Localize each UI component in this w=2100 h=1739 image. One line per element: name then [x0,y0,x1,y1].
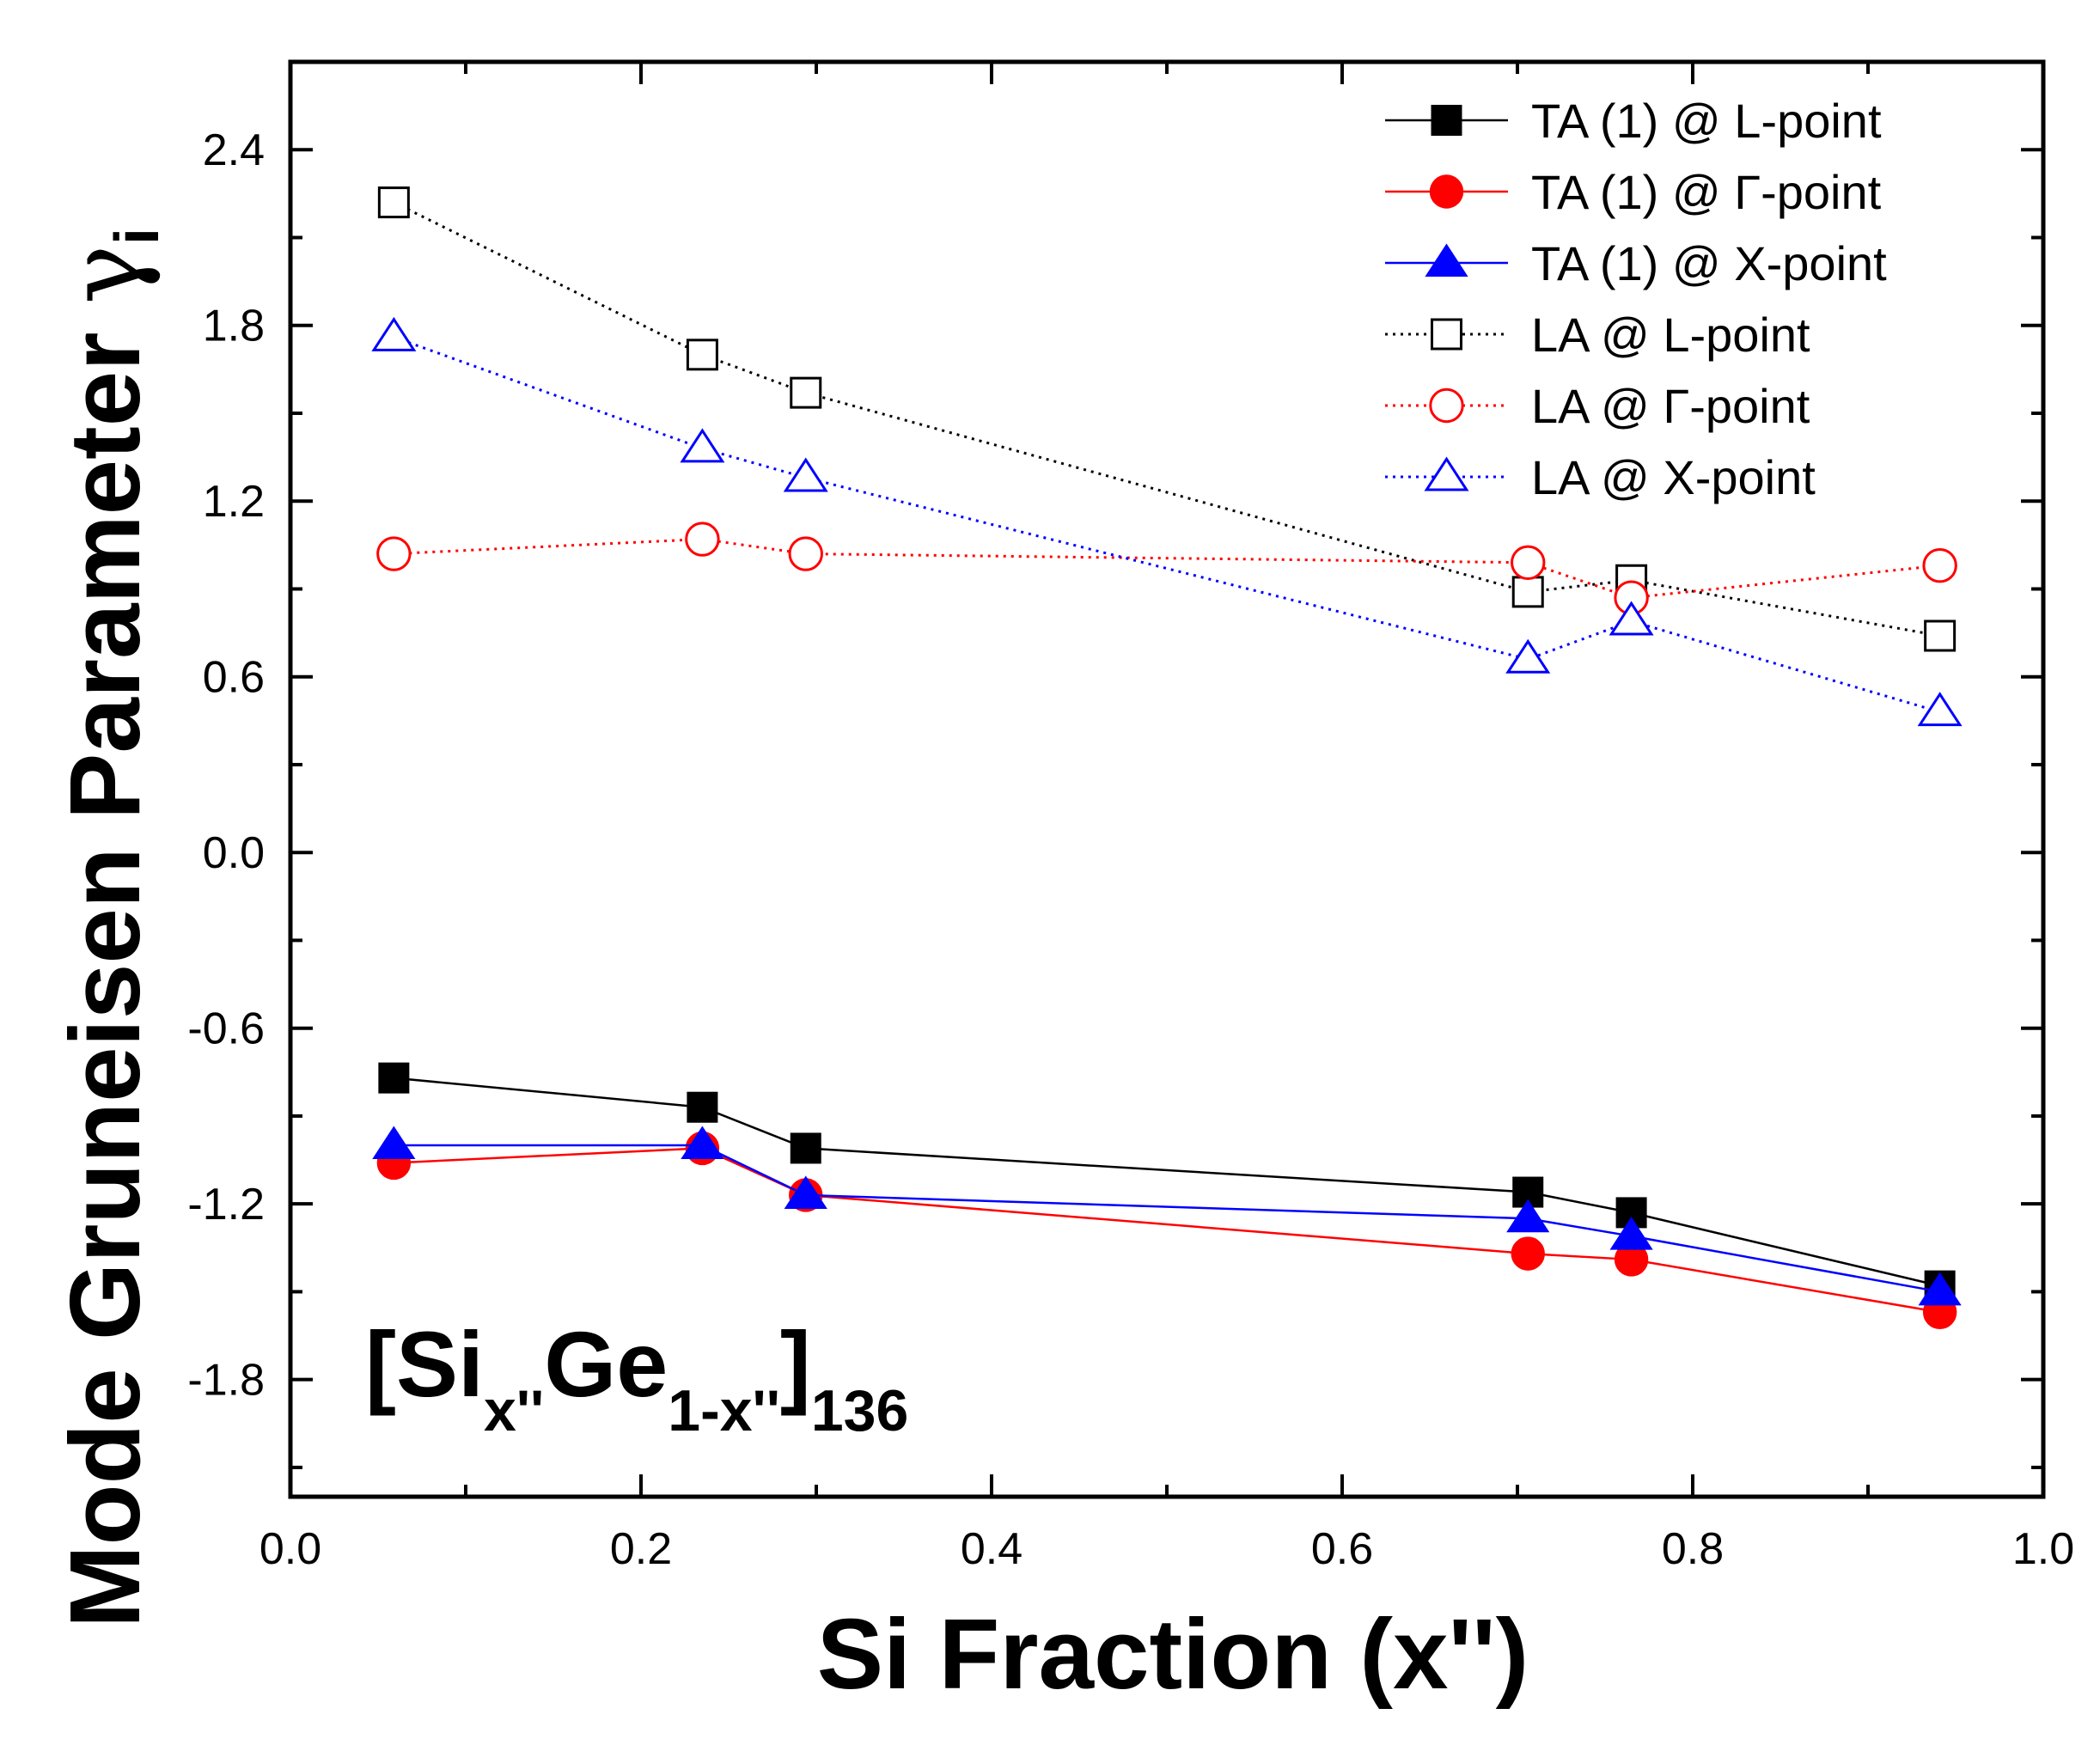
legend: TA (1) @ L-point TA (1) @ Γ-point TA (1) @… [1385,94,1887,504]
data-point [685,522,720,557]
data-point [376,536,412,571]
x-tick-label: 0.4 [961,1524,1023,1574]
series-layer [371,186,1963,1329]
legend-label: TA (1) @ X-point [1531,236,1887,290]
series-line [394,1147,1940,1314]
data-point [1505,638,1551,674]
legend-label: LA @ Γ-point [1531,379,1810,433]
y-axis-title-text: Mode Gruneisen Parameter [49,304,161,1628]
data-point [1511,576,1544,608]
data-point [1917,692,1963,727]
legend-marker [1425,243,1468,277]
composition-annotation: [Six''Ge1-x'']136 [365,1312,908,1443]
legend-marker [1431,318,1462,351]
series-line [394,1077,1940,1287]
data-point [1615,1197,1647,1229]
series-4 [376,522,1957,615]
legend-marker [1429,387,1464,424]
series-2 [372,1126,1962,1306]
legend-item: TA (1) @ X-point [1385,236,1887,290]
x-axis-title: Si Fraction (x'') [817,1598,1529,1710]
legend-item: LA @ Γ-point [1385,379,1810,433]
annotation-open: [Si [365,1312,484,1416]
legend-item: LA @ L-point [1385,308,1810,362]
y-tick-label: 1.2 [203,477,265,527]
annotation-sub1: x'' [484,1378,544,1443]
legend-label: LA @ L-point [1531,308,1810,362]
data-point [1609,1217,1653,1250]
legend-label: TA (1) @ Γ-point [1531,165,1882,219]
y-tick-label: 1.8 [203,302,265,351]
data-point [790,376,822,409]
y-tick-label: 0.6 [203,653,265,703]
data-point [788,536,823,571]
annotation-sub2: 1-x'' [668,1378,780,1443]
x-tick-label: 0.2 [610,1524,672,1574]
x-tick-label: 0.8 [1662,1524,1724,1574]
annotation-close: ] [780,1312,811,1416]
data-point [686,339,718,371]
legend-marker [1429,174,1464,209]
y-axis-title: Mode Gruneisen Parameter γi [47,228,172,1628]
y-axis-title-symbol: γ [47,245,163,304]
legend-label: TA (1) @ L-point [1531,94,1882,148]
data-point [1918,1272,1962,1306]
data-point [783,457,828,492]
data-point [1511,545,1546,580]
data-point [680,428,725,463]
y-tick-label: -0.6 [187,1004,265,1054]
data-point [372,1126,416,1160]
data-point [377,186,410,219]
legend-label: LA @ X-point [1531,450,1816,504]
legend-item: TA (1) @ Γ-point [1385,165,1882,219]
data-point [1609,601,1654,636]
data-point [1922,548,1957,583]
legend-marker [1424,456,1469,491]
series-0 [378,1062,1956,1302]
legend-item: LA @ X-point [1385,450,1816,504]
annotation-sub3: 136 [811,1378,908,1443]
data-point [681,1126,724,1160]
series-line [394,1144,1940,1293]
legend-item: TA (1) @ L-point [1385,94,1882,148]
x-tick-label: 0.0 [259,1524,321,1574]
y-tick-label: -1.2 [187,1180,265,1230]
y-tick-label: 0.0 [203,828,265,878]
data-point [1924,619,1957,652]
data-point [1506,1199,1550,1233]
data-point [378,1062,410,1094]
data-point [371,316,417,351]
y-axis-title-subscript: i [103,228,172,245]
data-point [687,1091,718,1123]
series-line [394,538,1940,600]
y-tick-label: -1.8 [187,1356,265,1406]
x-tick-label: 1.0 [2012,1524,2074,1574]
x-tick-label: 0.6 [1311,1524,1373,1574]
axes: 0.0 0.2 0.4 0.6 0.8 1.0 -1.8 -1.2 -0.6 0.0 0.6 1.2 1… [187,59,2074,1574]
data-point [1511,1236,1545,1271]
data-point [790,1132,821,1164]
annotation-mid: Ge [544,1312,668,1416]
data-point [784,1175,827,1209]
legend-marker [1431,105,1462,136]
series-line [393,201,1940,638]
y-tick-label: 2.4 [203,125,265,175]
series-5 [371,316,1963,727]
